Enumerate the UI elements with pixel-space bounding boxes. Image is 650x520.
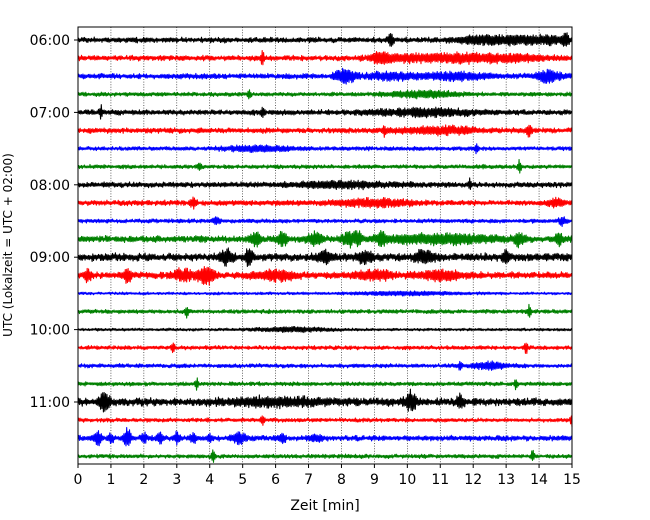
x-tick-label: 9 [370,472,379,488]
trace-0600 [77,32,573,47]
y-tick-label: 09:00 [30,250,70,266]
y-tick-label: 10:00 [30,323,70,339]
trace-0700 [77,104,573,120]
trace-0615 [77,49,573,66]
y-tick-label: 08:00 [30,178,70,194]
trace-0645 [77,89,573,100]
x-tick-label: 4 [205,472,214,488]
x-tick-label: 11 [431,472,449,488]
x-axis-label: Zeit [min] [290,498,359,514]
trace-1045 [77,377,573,391]
trace-0930 [77,290,573,297]
x-tick-label: 8 [337,472,346,488]
x-tick-label: 12 [464,472,482,488]
x-tick-label: 6 [271,472,280,488]
trace-0915 [77,266,573,286]
y-axis-label: UTC (Lokalzeit = UTC + 02:00) [1,153,15,337]
x-tick-label: 15 [563,472,581,488]
trace-1115 [77,415,573,427]
trace-1145 [77,449,573,463]
trace-1100 [77,388,573,413]
y-tick-label: 07:00 [30,105,70,121]
grid-lines [110,27,540,464]
x-tick-label: 5 [238,472,247,488]
x-tick-label: 1 [106,472,115,488]
trace-1030 [77,360,573,371]
x-tick-label: 7 [304,472,313,488]
trace-0815 [77,196,573,210]
trace-1015 [77,342,573,355]
x-tick-label: 14 [530,472,548,488]
y-tick-label: 06:00 [30,33,70,49]
trace-1000 [77,325,573,334]
seismogram-traces [77,32,573,463]
trace-1130 [77,427,573,447]
x-tick-label: 3 [172,472,181,488]
plot-frame [77,26,573,465]
x-tick-label: 13 [497,472,515,488]
trace-0845 [77,230,573,249]
x-tick-label: 10 [398,472,416,488]
trace-0945 [77,303,573,319]
trace-0745 [77,159,573,174]
x-tick-label: 2 [139,472,148,488]
x-tick-label: 0 [74,472,83,488]
trace-0800 [77,177,573,191]
trace-0730 [77,143,573,155]
trace-0630 [77,67,573,85]
y-axis-ticks: 06:00 07:00 08:00 09:00 10:00 11:00 [30,33,78,411]
trace-0900 [77,247,573,268]
x-axis-ticks: 0 1 2 3 4 5 6 7 8 9 10 11 12 13 14 15 [74,464,581,488]
trace-0715 [77,124,573,138]
y-tick-label: 11:00 [30,395,70,411]
trace-0830 [77,216,573,228]
